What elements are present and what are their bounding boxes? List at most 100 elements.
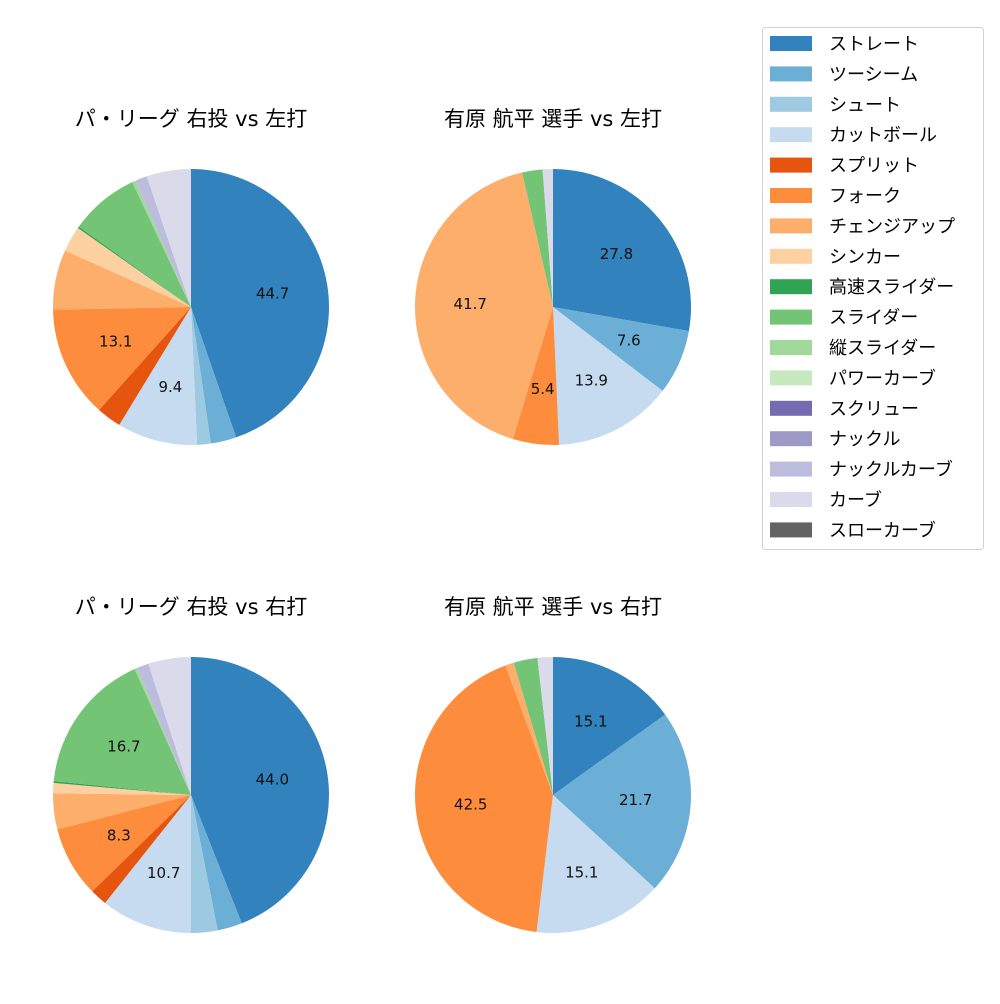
legend-label: ツーシーム	[829, 64, 918, 85]
pie-slice	[52, 793, 191, 830]
pie-slice	[132, 180, 191, 307]
legend-swatch	[770, 188, 812, 203]
legend-entry: ナックルカーブ	[770, 459, 953, 481]
legend-label: スローカーブ	[829, 519, 936, 541]
slice-label: 27.8	[600, 245, 633, 263]
pie-slice	[105, 795, 191, 933]
legend-entry: シンカー	[770, 247, 901, 268]
pie-slice	[505, 662, 553, 795]
pie-slice	[191, 307, 237, 444]
legend-label: ストレート	[829, 34, 919, 55]
slice-label: 15.1	[565, 864, 598, 882]
legend-entry: 高速スライダー	[770, 277, 954, 298]
pie-slice	[136, 663, 191, 795]
pie-slice	[146, 169, 191, 307]
legend-entry: スライダー	[770, 308, 918, 329]
pie-4: 有原 航平 選手 vs 右打 15.1 21.7 15.1 42.5	[414, 595, 691, 933]
legend-swatch	[770, 157, 812, 173]
pie-slice	[414, 665, 553, 933]
pie-slice	[135, 176, 191, 307]
legend-swatch	[770, 248, 812, 264]
legend-label: 縦スライダー	[829, 338, 936, 359]
legend-swatch	[770, 279, 812, 295]
legend-label: スクリュー	[829, 399, 919, 420]
legend-label: カットボール	[829, 125, 937, 146]
legend-label: ナックルカーブ	[829, 459, 953, 481]
legend-swatch	[770, 400, 812, 416]
slice-label: 9.4	[158, 378, 182, 396]
slice-label: 15.1	[574, 712, 607, 730]
legend-swatch	[770, 309, 812, 325]
pie-slice	[92, 795, 191, 903]
slice-label: 13.9	[575, 371, 608, 389]
pie-slice	[536, 795, 655, 933]
legend-label: ナックル	[829, 429, 900, 450]
pie-slice	[553, 307, 663, 445]
legend-entry: スクリュー	[770, 399, 919, 420]
legend-label: スプリット	[829, 156, 919, 177]
pie-slice	[148, 657, 191, 795]
legend-swatch	[770, 461, 812, 477]
legend-entry: チェンジアップ	[770, 216, 955, 237]
slice-label: 7.6	[617, 331, 641, 349]
pie-slice	[537, 657, 553, 795]
slice-label: 8.3	[107, 827, 131, 845]
pie-slice	[553, 169, 691, 332]
legend-label: 高速スライダー	[829, 277, 954, 298]
pie-title: 有原 航平 選手 vs 右打	[444, 595, 662, 619]
legend-swatch	[770, 370, 812, 386]
legend-swatch	[770, 127, 812, 143]
pie-slice	[522, 169, 553, 307]
legend-swatch	[770, 96, 812, 112]
pie-slice	[53, 307, 191, 410]
legend-entry: ストレート	[770, 34, 919, 55]
pie-3: パ・リーグ 右投 vs 右打 44.0 10.7 8.3 16.7	[52, 595, 330, 934]
legend-label: パワーカーブ	[829, 367, 936, 389]
pie-slice	[99, 307, 191, 425]
pie-slice	[191, 795, 218, 934]
legend-entry: ツーシーム	[770, 64, 918, 85]
pie-slice	[65, 228, 191, 307]
pie-slice	[53, 781, 191, 795]
pie-slice	[191, 169, 330, 438]
slice-label: 44.7	[256, 284, 289, 302]
legend-entry: パワーカーブ	[770, 367, 936, 389]
legend-label: シュート	[829, 95, 901, 116]
legend-entry: スローカーブ	[770, 519, 936, 541]
pie-slice	[542, 169, 553, 307]
legend-entry: ナックル	[770, 429, 900, 450]
pie-title: パ・リーグ 右投 vs 右打	[75, 595, 307, 619]
pie-slice	[53, 250, 192, 310]
pie-slice	[513, 657, 553, 795]
pie-slice	[119, 307, 198, 445]
legend-label: カーブ	[829, 489, 882, 511]
legend-entry: カーブ	[770, 489, 882, 511]
legend-swatch	[770, 492, 812, 507]
legend-frame	[762, 27, 984, 550]
slice-label: 13.1	[99, 333, 132, 351]
legend-swatch	[770, 431, 812, 447]
legend-entry: スプリット	[770, 156, 919, 177]
pie-1: パ・リーグ 右投 vs 左打 44.7 9.4 13.1	[53, 107, 330, 445]
slice-label: 42.5	[454, 796, 487, 814]
pie-title: パ・リーグ 右投 vs 左打	[75, 107, 307, 131]
pie-slice	[57, 795, 191, 892]
legend-swatch	[770, 36, 812, 51]
pie-slice	[553, 307, 689, 391]
legend-entry: フォーク	[770, 186, 901, 207]
slice-label: 44.0	[256, 770, 289, 788]
pie-2: 有原 航平 選手 vs 左打 27.8 7.6 13.9 5.4 41.7	[414, 107, 691, 445]
pie-slice	[78, 182, 191, 307]
slice-label: 10.7	[147, 864, 180, 882]
pie-slice	[191, 795, 242, 931]
legend-swatch	[770, 218, 812, 234]
pie-slice	[191, 657, 330, 924]
legend-label: スライダー	[829, 308, 918, 329]
pie-slice	[553, 657, 666, 795]
legend-entry: カットボール	[770, 125, 937, 146]
pie-slice	[553, 714, 691, 889]
legend-label: シンカー	[829, 247, 901, 268]
pie-slice	[134, 668, 191, 795]
legend-entry: 縦スライダー	[770, 338, 936, 359]
